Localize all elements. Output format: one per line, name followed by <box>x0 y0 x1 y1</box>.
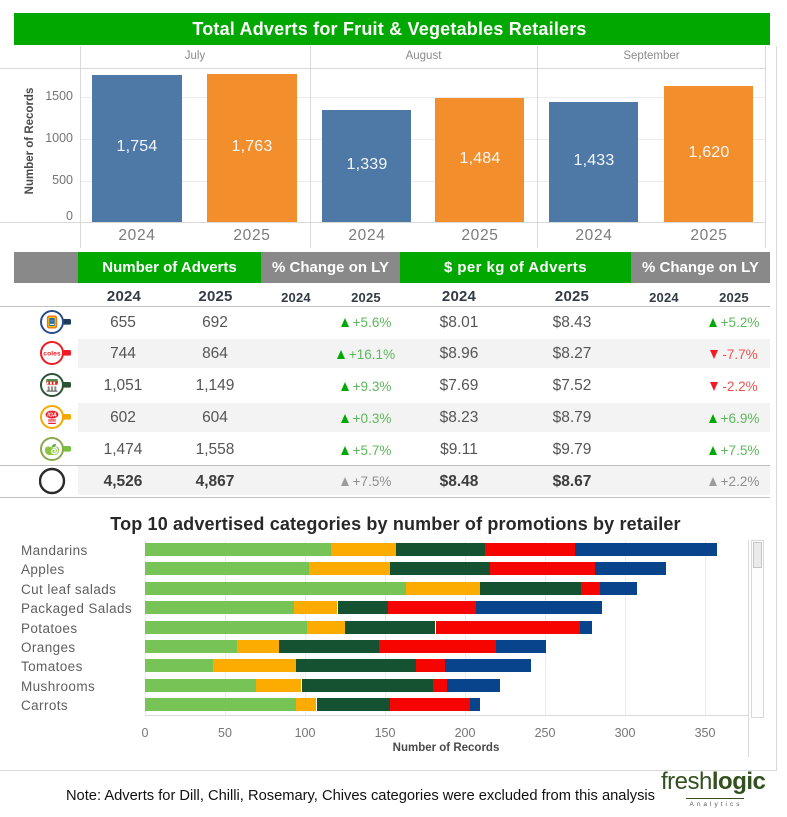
svg-text:IGA: IGA <box>47 413 57 419</box>
svg-text:coles: coles <box>43 351 61 358</box>
